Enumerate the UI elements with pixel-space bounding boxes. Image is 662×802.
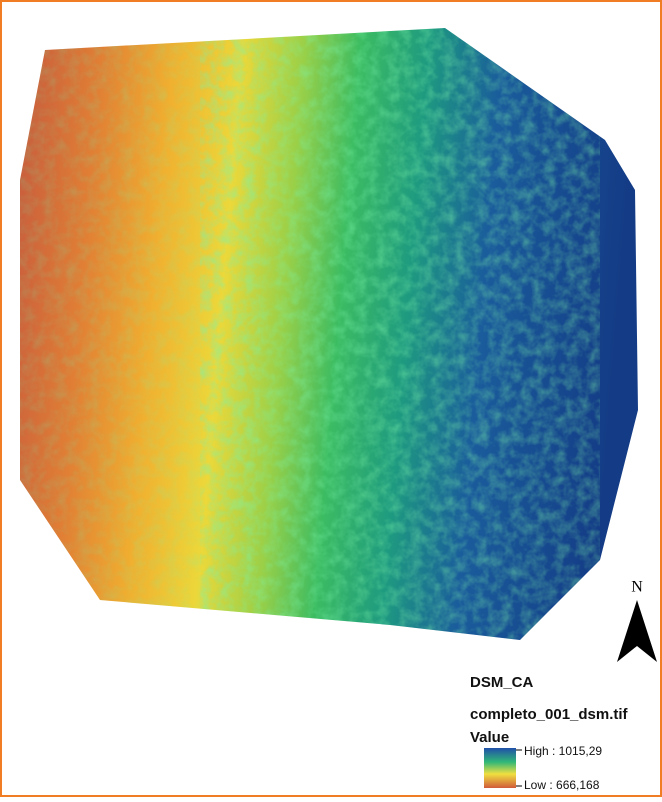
legend-low: Low : 666,168: [524, 778, 600, 792]
legend-layer: DSM_CA: [470, 674, 534, 691]
legend-high: High : 1015,29: [524, 744, 602, 758]
raster-texture: [20, 20, 600, 640]
north-arrow: [617, 600, 657, 662]
north-label: N: [631, 579, 643, 596]
canopy-texture: [20, 20, 260, 640]
legend-field: Value: [470, 729, 509, 746]
map-page: N DSM_CA completo_001_dsm.tif Value High…: [0, 0, 662, 797]
color-ramp: [484, 748, 516, 788]
legend-file: completo_001_dsm.tif: [470, 706, 629, 723]
